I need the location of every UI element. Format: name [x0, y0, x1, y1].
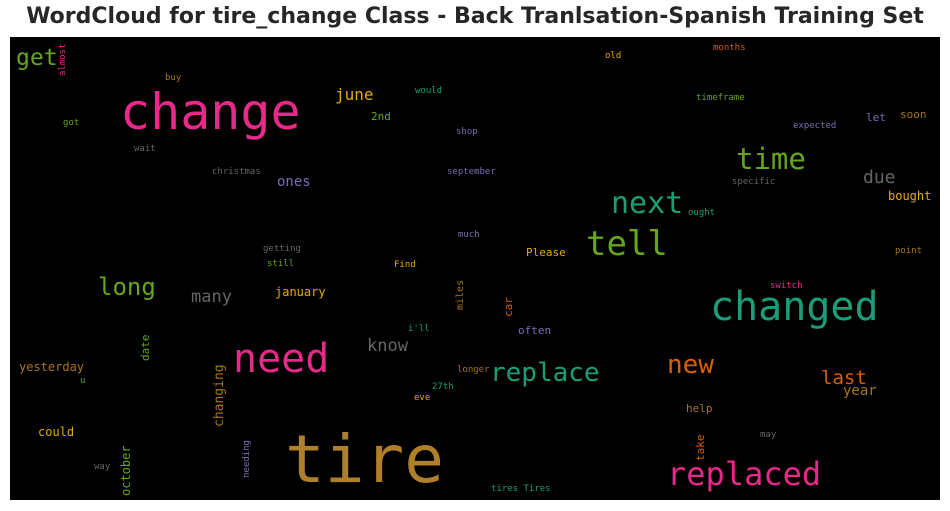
word-long: long	[98, 273, 156, 301]
word-bought: bought	[888, 189, 932, 203]
word-january: january	[275, 285, 326, 299]
word-needing: needing	[242, 440, 252, 478]
word-shop: shop	[456, 127, 478, 137]
word-tires-tires: tires Tires	[491, 484, 551, 494]
word-tire: tire	[285, 421, 444, 498]
word-may: may	[760, 430, 777, 440]
word-almost: almost	[58, 43, 68, 76]
word-time: time	[736, 142, 806, 176]
word-point: point	[895, 246, 923, 256]
word-tell: tell	[586, 224, 668, 264]
word-know: know	[367, 336, 408, 356]
word-changed: changed	[710, 284, 879, 330]
word-october: october	[119, 445, 133, 496]
word-got: got	[63, 118, 80, 128]
word-change: change	[120, 83, 301, 141]
word-last: last	[821, 367, 867, 389]
word-find: Find	[394, 260, 416, 270]
word-many: many	[191, 287, 232, 307]
chart-title: WordCloud for tire_change Class - Back T…	[26, 4, 924, 29]
word-specific: specific	[732, 177, 776, 187]
word-changing: changing	[212, 364, 227, 427]
word-replace: replace	[490, 358, 600, 388]
word-switch: switch	[770, 281, 803, 291]
word-take: take	[694, 434, 707, 462]
word-next: next	[611, 186, 684, 221]
word-expected: expected	[793, 121, 837, 131]
word-timeframe: timeframe	[696, 93, 745, 103]
word-ought: ought	[688, 208, 716, 218]
word-eve: eve	[414, 393, 431, 403]
word-months: months	[713, 43, 746, 53]
word-new: new	[667, 350, 714, 380]
word-i-ll: i'll	[408, 324, 430, 334]
word-2nd: 2nd	[371, 110, 391, 123]
word-27th: 27th	[432, 382, 454, 392]
word-help: help	[686, 402, 713, 415]
word-june: june	[335, 85, 374, 104]
word-ones: ones	[277, 174, 311, 190]
word-soon: soon	[900, 108, 927, 121]
word-old: old	[605, 51, 622, 61]
word-buy: buy	[165, 73, 182, 83]
word-miles: miles	[455, 279, 466, 310]
word-due: due	[863, 167, 896, 188]
word-getting: getting	[263, 244, 301, 254]
word-september: september	[447, 167, 496, 177]
word-christmas: christmas	[212, 167, 261, 177]
word-would: would	[415, 86, 443, 96]
wordcloud-canvas: tire change changed need replaced tell next tim…	[10, 37, 940, 500]
word-replaced: replaced	[667, 455, 822, 493]
word-could: could	[38, 425, 75, 439]
word-yesterday: yesterday	[19, 360, 85, 374]
word-much: much	[458, 230, 480, 240]
word-year: year	[843, 383, 877, 399]
word-car: car	[502, 297, 515, 317]
word-often: often	[518, 324, 552, 337]
word-let: let	[866, 111, 886, 124]
word-still: still	[267, 259, 295, 269]
word-please: Please	[526, 246, 566, 259]
word-date: date	[139, 334, 152, 362]
word-get: get	[16, 45, 58, 71]
word-need: need	[233, 336, 330, 382]
word-longer: longer	[457, 365, 490, 375]
word-wait: wait	[134, 144, 156, 154]
word-u: u	[80, 376, 86, 386]
word-way: way	[94, 462, 111, 472]
